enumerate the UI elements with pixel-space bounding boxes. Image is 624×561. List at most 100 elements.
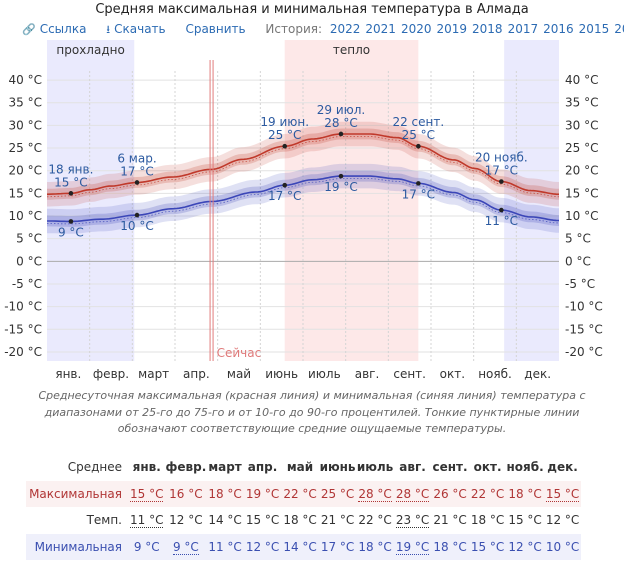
table-row-label: Минимальная [26, 533, 128, 560]
table-month-header: сент. [432, 460, 468, 475]
history-year-2017[interactable]: 2017 [507, 22, 539, 36]
table-cell-value: 21 °C [320, 513, 355, 528]
table-cell: 12 °C [544, 507, 582, 534]
y-tick-label-left: 25 °C [9, 141, 42, 155]
history-year-2020[interactable]: 2020 [400, 22, 432, 36]
data-point-marker [338, 173, 344, 179]
table-cell: 28 °C [393, 480, 432, 507]
download-button[interactable]: ⭳ Скачать [106, 21, 165, 40]
table-cell-value: 15 °C [508, 513, 542, 528]
annotation-value: 25 °C [268, 128, 301, 142]
y-tick-label-right: 5 °C [565, 232, 591, 246]
history-year-2021[interactable]: 2021 [365, 22, 396, 36]
y-tick-label-right: 30 °C [565, 118, 598, 132]
annotation-date: 6 мар. [117, 151, 156, 165]
table-cell: 15 °C [128, 480, 166, 507]
y-tick-label-left: 35 °C [9, 96, 42, 110]
series-band-25-75 [47, 170, 559, 227]
x-tick-label: март [138, 367, 169, 381]
table-cell-value: 18 °C [508, 486, 542, 501]
history-year-2018[interactable]: 2018 [472, 22, 503, 36]
annotation-date: 22 сент. [392, 115, 444, 129]
table-cell-value: 10 °C [545, 539, 580, 554]
annotation-date: 20 нояб. [475, 151, 528, 165]
history-year-2019[interactable]: 2019 [436, 22, 468, 36]
data-point-marker [282, 143, 288, 149]
table-cell: 15 °C [506, 507, 544, 534]
table-cell-value: 18 °C [283, 513, 317, 528]
history-year-2016[interactable]: 2016 [543, 22, 574, 36]
table-cell: 12 °C [506, 533, 544, 560]
annotation-date: 19 июн. [260, 115, 309, 129]
season-band [504, 40, 559, 361]
temperature-chart: прохладно тепло -20 °C -20 °C -15 °C -15 °C -1… [4, 40, 603, 381]
table-cell-value: 9 °C [133, 539, 160, 554]
chart-caption: Среднесуточная максимальная (красная лин… [38, 389, 586, 435]
table-cell: 14 °C [281, 533, 319, 560]
link-label: Ссылка [39, 22, 87, 36]
y-tick-label-left: 0 °C [16, 254, 42, 268]
download-icon: ⭳ [106, 23, 111, 36]
series-band-10-90 [47, 163, 559, 234]
series-feels-like-line [46, 136, 560, 198]
table-month-header: апр. [247, 460, 278, 475]
table-cell: 21 °C [431, 507, 469, 534]
data-point-marker [416, 181, 421, 186]
data-point-marker [416, 143, 421, 149]
y-tick-label-right: 25 °C [565, 141, 598, 155]
table-month-header: янв. [132, 460, 161, 475]
table-cell: 25 °C [318, 480, 357, 507]
table-row-label: Максимальная [26, 480, 128, 507]
table-row-avg: Темп. 11 °C 12 °C 14 °C 15 °C 18 °C 21 °C 22 °C… [26, 507, 581, 534]
history-year-2014[interactable]: 2014 [614, 22, 624, 36]
table-cell: 9 °C [128, 533, 166, 560]
data-point-marker [282, 182, 288, 188]
y-tick-label-right: 0 °C [565, 254, 591, 268]
table-cell: 17 °C [318, 533, 357, 560]
annotation-value: 17 °C [120, 164, 153, 178]
table-cell-value: 12 °C [169, 513, 203, 528]
series-feels-like-line [47, 178, 560, 225]
season-band [47, 40, 135, 361]
annotation-value: 17 °C [402, 187, 435, 201]
data-point-marker [68, 219, 74, 224]
x-tick-label: окт. [440, 367, 465, 381]
table-row-label: Темп. [86, 513, 122, 528]
table-cell: 19 °C [243, 480, 282, 507]
table-header-row: Среднее янв. февр. март апр. май июнь июль авг. с… [26, 454, 581, 481]
y-tick-label-right: 40 °C [565, 73, 598, 87]
y-tick-label-left: -20 °C [4, 345, 42, 359]
data-point-marker [68, 191, 74, 196]
table-cell: 15 °C [543, 480, 582, 507]
table-cell-value: 14 °C [283, 539, 317, 554]
y-tick-label-left: 15 °C [9, 186, 42, 200]
x-tick-label: авг. [355, 367, 380, 381]
season-band [284, 40, 419, 361]
table-cell: 18 °C [506, 480, 544, 507]
table-cell: 10 °C [543, 533, 582, 560]
y-tick-label-left: 5 °C [16, 232, 42, 246]
table-cell-value: 17 °C [320, 539, 355, 554]
table-cell: 19 °C [393, 533, 432, 560]
y-tick-label-right: 15 °C [565, 186, 598, 200]
toolbar: 🔗 Ссылка ⭳ Скачать Сравнить История: 2022 2… [22, 21, 624, 40]
table-month-header: авг. [399, 460, 426, 475]
x-tick-label: апр. [183, 367, 210, 381]
table-cell-value: 23 °C [395, 513, 430, 529]
table-month-header: дек. [547, 460, 578, 475]
season-band-label: прохладно [56, 43, 124, 57]
data-point-marker [499, 207, 504, 213]
x-tick-label: нояб. [478, 367, 512, 381]
table-row-max: Максимальная 15 °C 16 °C 18 °C 19 °C 22 °C 25 … [26, 480, 582, 507]
table-month-header: окт. [473, 460, 502, 475]
table-cell: 16 °C [165, 480, 207, 507]
y-tick-label-right: 35 °C [565, 96, 598, 110]
table-cell-value: 18 °C [433, 539, 467, 554]
history-label: История: [265, 22, 323, 36]
history-year-2022[interactable]: 2022 [329, 22, 361, 36]
link-button[interactable]: 🔗 Ссылка [22, 22, 86, 36]
data-point-marker [134, 212, 140, 218]
history-year-2015[interactable]: 2015 [578, 22, 610, 36]
series-band-10-90 [47, 121, 559, 207]
compare-button[interactable]: Сравнить [185, 22, 246, 36]
